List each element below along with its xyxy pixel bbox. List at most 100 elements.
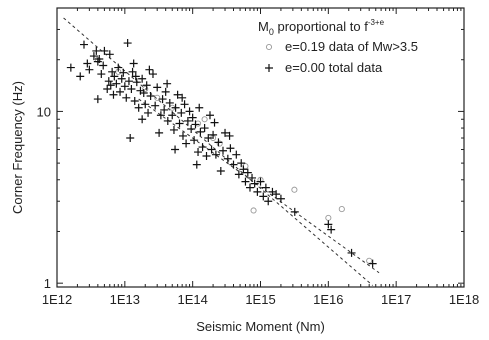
data-point-plus: [99, 61, 108, 70]
data-point-plus: [178, 131, 187, 140]
data-point-plus: [198, 143, 207, 152]
data-point-plus: [168, 111, 177, 120]
data-point-circle: [194, 120, 202, 127]
data-point-plus: [192, 160, 201, 169]
data-point-plus: [241, 177, 250, 186]
x-tick-label: 1E15: [245, 292, 275, 307]
data-point-plus: [124, 77, 133, 86]
data-point-plus: [272, 190, 281, 199]
data-point-plus: [232, 150, 241, 159]
legend-title: M0 proportional to f-3+e: [258, 18, 385, 37]
data-point-plus: [158, 95, 167, 104]
data-point-circle: [250, 207, 257, 214]
data-point-plus: [225, 131, 234, 140]
data-point-plus: [218, 146, 227, 155]
data-point-plus: [89, 52, 98, 61]
data-point-plus: [128, 67, 137, 76]
data-point-plus: [200, 124, 209, 133]
axis-labels: 1E12 1E13 1E14 1E15 1E16 1E17 1E18 1 10 Seismic M…: [10, 81, 479, 334]
data-point-plus: [141, 100, 150, 109]
x-axis-label: Seismic Moment (Nm): [196, 319, 325, 334]
data-point-plus: [110, 72, 119, 81]
data-point-plus: [144, 108, 153, 117]
data-point-plus: [108, 67, 117, 76]
data-point-plus: [138, 115, 147, 124]
data-point-plus: [207, 145, 216, 154]
data-point-plus: [226, 144, 235, 153]
data-point-circle: [216, 140, 223, 147]
data-point-circle: [154, 94, 161, 101]
x-tick-label: 1E13: [110, 292, 140, 307]
data-point-plus: [76, 72, 85, 81]
data-point-plus: [239, 165, 248, 174]
legend: M0 proportional to f-3+e e=0.19 data of M…: [258, 18, 418, 75]
data-point-plus: [245, 183, 254, 192]
data-point-plus: [250, 179, 259, 188]
ticks: [56, 7, 465, 287]
data-point-plus: [83, 59, 92, 68]
data-point-plus: [205, 111, 214, 120]
data-point-plus: [151, 101, 160, 110]
legend-entry: e=0.19 data of Mw>3.5: [285, 39, 418, 54]
data-point-plus: [290, 207, 299, 216]
data-point-plus: [130, 96, 139, 105]
data-point-plus: [127, 85, 136, 94]
data-point-plus: [265, 64, 273, 72]
fit-lines: [63, 17, 380, 286]
data-point-plus: [253, 187, 262, 196]
fit-line: [138, 98, 380, 274]
data-point-plus: [114, 63, 123, 72]
data-point-circle: [325, 214, 332, 221]
data-point-plus: [105, 50, 114, 59]
data-point-plus: [112, 79, 121, 88]
data-point-plus: [248, 173, 257, 182]
data-point-plus: [93, 95, 102, 104]
data-point-plus: [182, 139, 191, 148]
data-point-plus: [196, 127, 205, 136]
data-point-plus: [163, 116, 172, 125]
data-point-plus: [173, 90, 182, 99]
data-point-plus: [104, 77, 113, 86]
data-point-plus: [123, 39, 132, 48]
data-point-plus: [256, 177, 265, 186]
data-point-plus: [368, 259, 377, 268]
data-point-plus: [234, 170, 243, 179]
data-point-plus: [148, 70, 157, 79]
data-point-plus: [138, 74, 147, 83]
x-tick-label: 1E17: [381, 292, 411, 307]
data-point-plus: [146, 91, 155, 100]
data-point-plus: [177, 108, 186, 117]
data-points: [66, 39, 377, 268]
data-point-plus: [79, 40, 88, 49]
data-point-circle: [201, 116, 208, 123]
y-tick-label: 1: [44, 276, 51, 291]
data-point-plus: [169, 125, 178, 134]
data-point-plus: [134, 103, 143, 112]
data-point-plus: [180, 100, 189, 109]
data-point-plus: [194, 148, 203, 157]
data-point-plus: [165, 98, 174, 107]
x-tick-label: 1E18: [449, 292, 479, 307]
data-point-plus: [145, 65, 154, 74]
fit-line: [63, 17, 373, 286]
data-point-plus: [93, 57, 102, 66]
data-point-plus: [175, 119, 184, 128]
data-point-plus: [259, 192, 268, 201]
data-point-plus: [237, 159, 246, 168]
x-tick-label: 1E14: [177, 292, 207, 307]
data-point-plus: [214, 138, 223, 147]
data-point-plus: [178, 93, 187, 102]
y-axis-label: Corner Frequency (Hz): [10, 81, 25, 214]
data-point-plus: [171, 145, 180, 154]
data-point-plus: [195, 103, 204, 112]
data-point-plus: [106, 81, 115, 90]
data-point-plus: [120, 82, 129, 91]
data-point-plus: [85, 65, 94, 74]
data-point-circle: [338, 206, 345, 213]
data-point-circle: [265, 43, 273, 51]
data-point-plus: [347, 248, 356, 257]
data-point-plus: [132, 78, 141, 87]
data-point-plus: [163, 79, 172, 88]
x-tick-label: 1E12: [42, 292, 72, 307]
data-point-plus: [264, 197, 273, 206]
